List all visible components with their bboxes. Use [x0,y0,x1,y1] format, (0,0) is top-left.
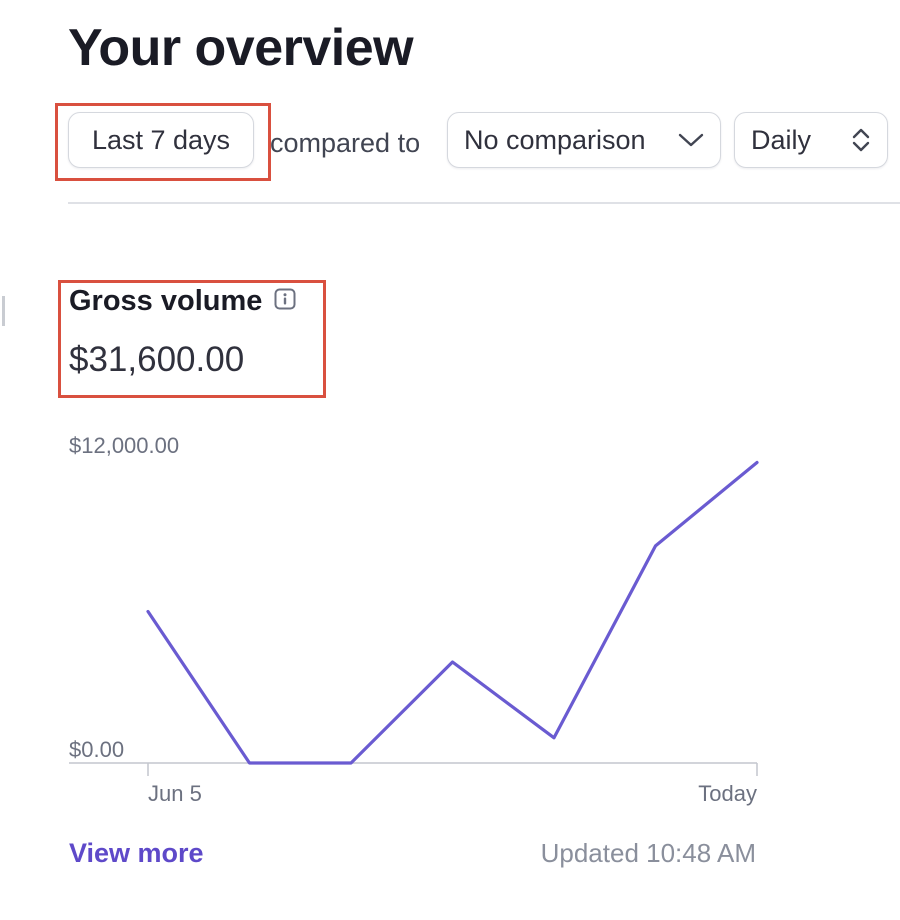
date-range-button[interactable]: Last 7 days [68,112,254,168]
comparison-label: No comparison [464,124,646,155]
metric-title: Gross volume [69,283,296,319]
x-tick-label-end: Today [698,781,757,806]
y-tick-label-bottom: $0.00 [69,737,124,762]
edge-mark [2,296,5,326]
comparison-select[interactable]: No comparison [447,112,721,168]
y-tick-label-top: $12,000.00 [69,433,179,458]
series-line [146,460,759,765]
x-tick-label-start: Jun 5 [148,781,202,806]
metric-value: $31,600.00 [69,340,245,379]
chevron-down-icon [678,132,704,148]
divider [68,202,900,204]
chevron-up-down-icon [851,127,871,153]
info-icon[interactable] [274,283,296,319]
view-more-link[interactable]: View more [69,838,204,868]
compared-to-label: compared to [270,128,421,158]
interval-label: Daily [751,124,812,155]
updated-timestamp: Updated 10:48 AM [540,838,756,868]
metric-title-label: Gross volume [69,285,263,317]
filter-row: Last 7 days compared to No comparison Da… [68,112,900,170]
page-title: Your overview [68,19,414,77]
interval-select[interactable]: Daily [734,112,888,168]
date-range-label: Last 7 days [91,124,231,155]
